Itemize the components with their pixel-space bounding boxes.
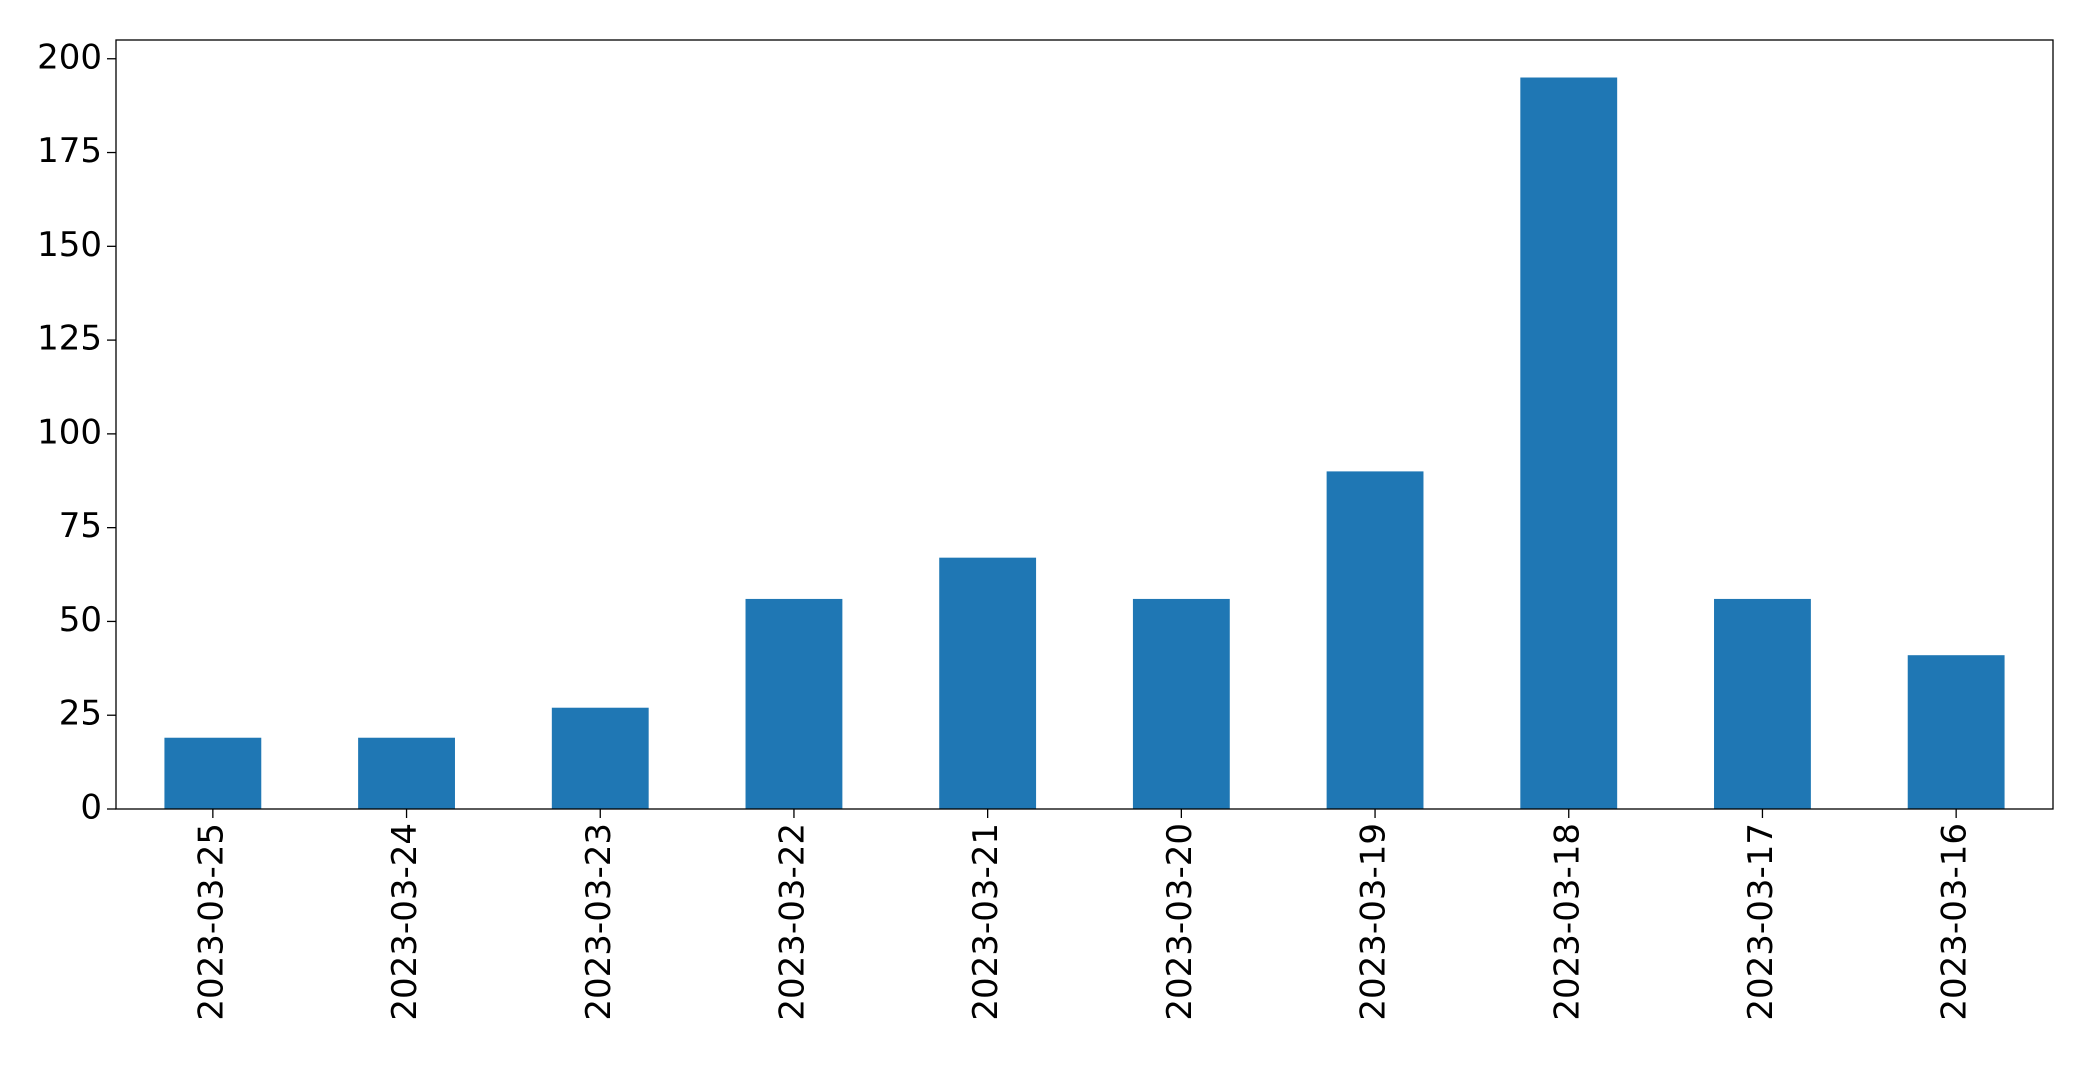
x-tick-label: 2023-03-16 (1935, 823, 1975, 1021)
x-tick-label: 2023-03-19 (1354, 823, 1394, 1021)
bar (358, 737, 455, 809)
x-tick-label: 2023-03-21 (966, 823, 1006, 1021)
y-tick-label: 150 (37, 225, 102, 265)
bar (1132, 598, 1230, 809)
y-tick-label: 200 (37, 37, 102, 77)
y-tick-label: 0 (80, 788, 102, 828)
bar (939, 557, 1037, 809)
y-tick-label: 175 (37, 131, 102, 171)
bar (1714, 598, 1811, 809)
x-tick-label: 2023-03-22 (772, 823, 812, 1021)
y-tick-label: 75 (59, 506, 102, 546)
bar (551, 707, 649, 809)
bar (1326, 471, 1424, 809)
x-tick-label: 2023-03-17 (1741, 823, 1781, 1021)
bar (1520, 77, 1618, 809)
x-tick-label: 2023-03-25 (191, 823, 231, 1021)
y-tick-label: 125 (37, 319, 102, 359)
x-tick-label: 2023-03-23 (579, 823, 619, 1021)
plot-frame (115, 39, 2054, 810)
bar (164, 737, 262, 809)
x-tick-label: 2023-03-20 (1160, 823, 1200, 1021)
x-tick-label: 2023-03-18 (1547, 823, 1587, 1021)
y-tick-label: 50 (59, 600, 102, 640)
x-tick-label: 2023-03-24 (385, 823, 425, 1021)
y-tick-label: 100 (37, 412, 102, 452)
bar (745, 598, 843, 809)
bar (1907, 655, 2005, 809)
y-tick-label: 25 (59, 694, 102, 734)
